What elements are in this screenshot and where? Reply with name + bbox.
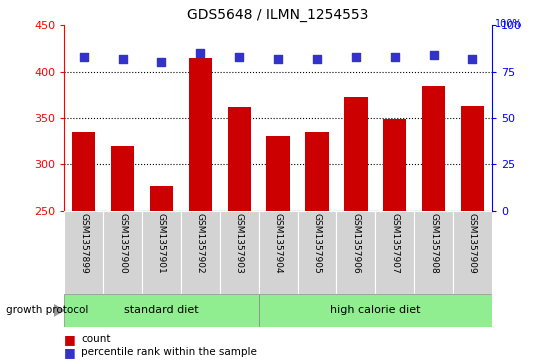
Point (79, 54, 88, 60)
Bar (189, 58, 212, 211)
Text: GSM1357909: GSM1357909 (468, 213, 477, 274)
Bar (103, 211, 142, 294)
Bar (150, 185, 173, 211)
Bar (72, 132, 96, 211)
Text: GSM1357904: GSM1357904 (273, 213, 283, 274)
Text: high calorie diet: high calorie diet (330, 305, 420, 315)
Bar (414, 211, 453, 294)
Bar (383, 119, 406, 211)
Bar (259, 211, 297, 294)
Text: standard diet: standard diet (124, 305, 199, 315)
Point (390, 54, 399, 60)
Bar (142, 211, 181, 294)
Text: GSM1357906: GSM1357906 (352, 213, 361, 274)
Point (118, 56, 127, 62)
Text: percentile rank within the sample: percentile rank within the sample (81, 347, 257, 357)
Bar (111, 146, 134, 211)
Bar (64, 211, 103, 294)
Point (468, 56, 477, 62)
Text: ■: ■ (64, 346, 76, 359)
Point (157, 60, 166, 65)
Bar (375, 211, 414, 294)
Point (352, 54, 361, 60)
Bar (344, 97, 367, 211)
Bar (220, 211, 259, 294)
Text: GSM1357901: GSM1357901 (157, 213, 166, 274)
Point (429, 52, 438, 58)
Polygon shape (54, 305, 64, 316)
Bar (64, 294, 259, 327)
Bar (228, 107, 251, 211)
Point (312, 56, 321, 62)
Bar (259, 294, 492, 327)
Bar (297, 211, 337, 294)
Text: count: count (81, 334, 111, 344)
Point (235, 54, 244, 60)
Text: GSM1357899: GSM1357899 (79, 213, 88, 274)
Bar (305, 132, 329, 211)
Bar (453, 211, 492, 294)
Text: GSM1357908: GSM1357908 (429, 213, 438, 274)
Bar (461, 106, 484, 211)
Text: GSM1357905: GSM1357905 (312, 213, 321, 274)
Point (196, 50, 205, 56)
Text: ■: ■ (64, 333, 76, 346)
Bar (181, 211, 220, 294)
Bar (422, 86, 446, 211)
Text: GSM1357903: GSM1357903 (235, 213, 244, 274)
Text: growth protocol: growth protocol (6, 305, 88, 315)
Title: GDS5648 / ILMN_1254553: GDS5648 / ILMN_1254553 (187, 8, 369, 22)
Bar (337, 211, 375, 294)
Text: 100%: 100% (495, 19, 522, 29)
Point (273, 56, 282, 62)
Bar (267, 136, 290, 211)
Text: GSM1357902: GSM1357902 (196, 213, 205, 274)
Text: GSM1357900: GSM1357900 (118, 213, 127, 274)
Text: GSM1357907: GSM1357907 (390, 213, 399, 274)
